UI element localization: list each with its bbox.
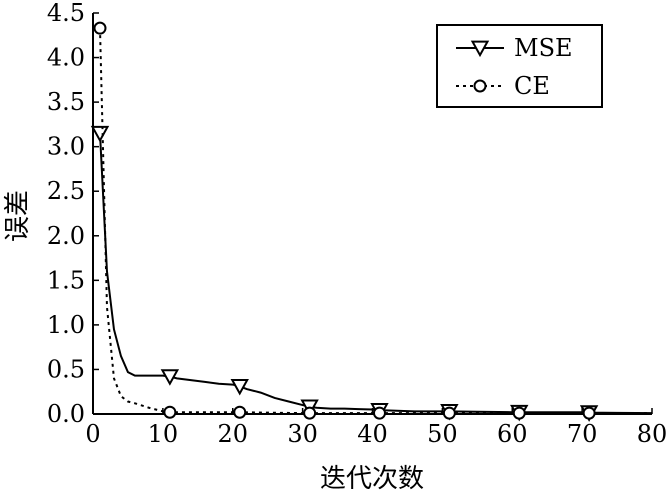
x-axis-title: 迭代次数 bbox=[320, 464, 424, 493]
x-tick-label: 50 bbox=[427, 420, 458, 448]
y-tick-label: 4.5 bbox=[47, 0, 85, 27]
y-tick-label: 3.0 bbox=[47, 133, 85, 161]
legend-label-ce: CE bbox=[514, 72, 550, 100]
y-tick-label: 1.5 bbox=[47, 266, 85, 294]
data-point-ce bbox=[303, 406, 317, 420]
series-ce bbox=[93, 21, 652, 420]
series-layer bbox=[90, 21, 653, 422]
legend-box bbox=[436, 24, 603, 108]
legend-marker-ce bbox=[473, 79, 487, 93]
legend-marker-mse bbox=[470, 40, 490, 58]
x-tick-label: 30 bbox=[287, 420, 318, 448]
axes: 0 10 20 30 40 50 60 70 80 0.0 0.5 1.0 1.5 2.0 2.5 3.0 3.… bbox=[47, 0, 667, 448]
data-point-ce bbox=[233, 405, 247, 419]
data-point-ce bbox=[442, 406, 456, 420]
y-tick-label: 1.0 bbox=[47, 311, 85, 339]
x-tick-label: 20 bbox=[217, 420, 248, 448]
data-point-ce bbox=[372, 406, 386, 420]
x-tick-label: 10 bbox=[148, 420, 179, 448]
data-point-ce bbox=[582, 406, 596, 420]
data-point-ce bbox=[512, 406, 526, 420]
x-tick-label: 0 bbox=[85, 420, 100, 448]
x-tick-label: 70 bbox=[567, 420, 598, 448]
x-tick-label: 40 bbox=[357, 420, 388, 448]
data-point-ce bbox=[163, 405, 177, 419]
data-point-ce bbox=[93, 21, 107, 35]
x-tick-label: 60 bbox=[497, 420, 528, 448]
y-tick-label: 3.5 bbox=[47, 88, 85, 116]
legend-label-mse: MSE bbox=[514, 34, 573, 62]
series-line-mse bbox=[98, 133, 653, 415]
y-tick-label: 0.5 bbox=[47, 355, 85, 383]
data-point-mse bbox=[230, 379, 249, 396]
series-mse bbox=[90, 125, 653, 422]
data-point-mse bbox=[160, 369, 180, 386]
y-tick-label: 0.0 bbox=[47, 400, 85, 428]
y-tick-label: 2.0 bbox=[47, 222, 85, 250]
x-tick-label: 80 bbox=[637, 420, 667, 448]
y-tick-label: 2.5 bbox=[47, 177, 85, 205]
y-tick-label: 4.0 bbox=[47, 44, 85, 72]
y-axis-title: 误差 bbox=[3, 190, 33, 242]
data-point-mse bbox=[90, 125, 110, 143]
legend: MSE CE bbox=[436, 24, 603, 108]
